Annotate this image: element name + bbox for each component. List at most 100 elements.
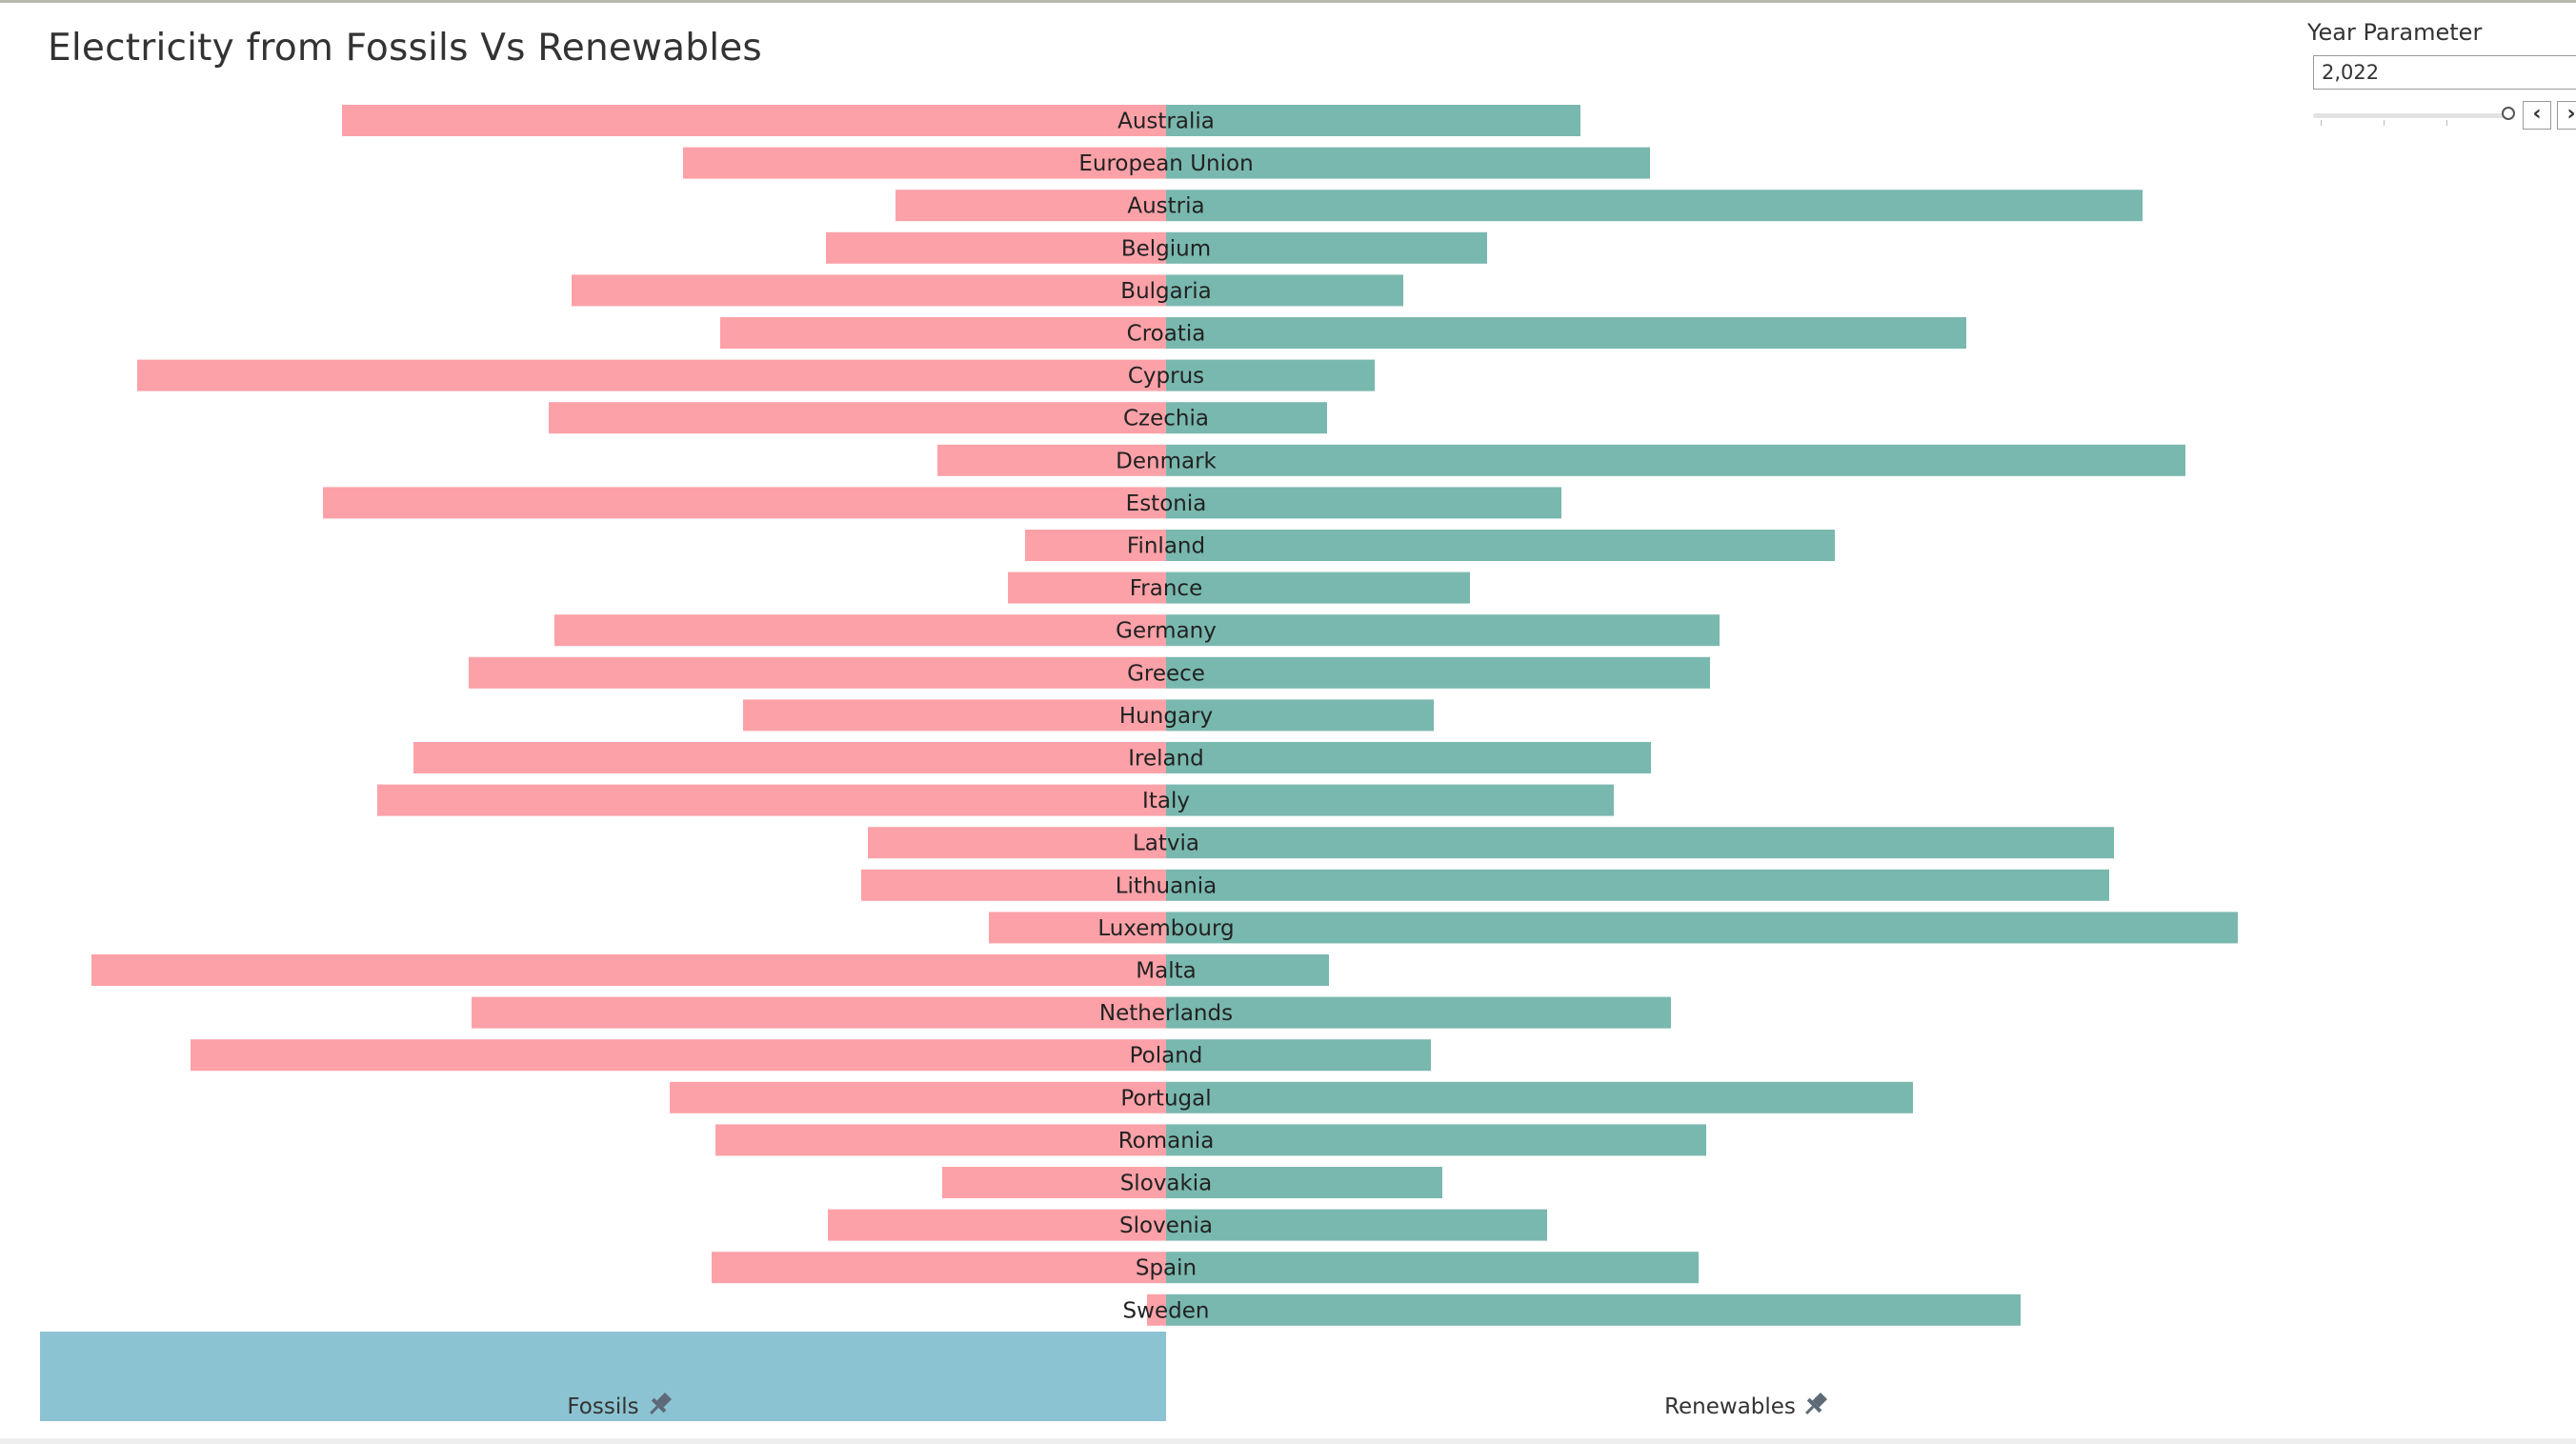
renewables-bar[interactable] bbox=[1166, 1209, 1547, 1241]
renewables-bar[interactable] bbox=[1166, 1124, 1706, 1156]
pin-icon[interactable] bbox=[1801, 1390, 1830, 1419]
fossils-axis-label[interactable]: Fossils bbox=[567, 1394, 638, 1419]
fossils-bar[interactable] bbox=[554, 614, 1166, 647]
category-label: Finland bbox=[1127, 534, 1205, 559]
fossils-bar[interactable] bbox=[377, 784, 1166, 816]
renewables-bar[interactable] bbox=[1166, 190, 2143, 222]
renewables-bar[interactable] bbox=[1166, 1039, 1431, 1072]
fossils-bar[interactable] bbox=[191, 1039, 1166, 1072]
slider-tick bbox=[2321, 120, 2322, 126]
renewables-bar[interactable] bbox=[1166, 996, 1671, 1029]
svg-text:Renewables: Renewables bbox=[1664, 1394, 1796, 1419]
category-label: Italy bbox=[1142, 789, 1190, 813]
renewables-bar[interactable] bbox=[1166, 231, 1487, 264]
category-label: Croatia bbox=[1127, 322, 1206, 347]
fossils-bar[interactable] bbox=[472, 996, 1166, 1029]
fossils-header-band[interactable] bbox=[40, 1332, 1166, 1421]
category-label: Netherlands bbox=[1099, 1001, 1233, 1026]
chevron-left-icon[interactable]: ‹ bbox=[2523, 101, 2551, 130]
category-label: Luxembourg bbox=[1097, 916, 1234, 941]
renewables-bar[interactable] bbox=[1166, 912, 2238, 944]
chevron-right-icon[interactable]: › bbox=[2557, 101, 2576, 130]
renewables-bar[interactable] bbox=[1166, 954, 1329, 986]
fossils-bar[interactable] bbox=[323, 487, 1166, 519]
renewables-axis-label[interactable]: Renewables bbox=[1664, 1394, 1796, 1419]
renewables-bar[interactable] bbox=[1166, 1081, 1913, 1113]
fossils-bar[interactable] bbox=[91, 954, 1166, 986]
year-parameter-input[interactable]: 2,022 bbox=[2313, 55, 2576, 90]
fossils-bar[interactable] bbox=[720, 317, 1166, 349]
fossils-bar[interactable] bbox=[861, 869, 1166, 901]
fossils-bar[interactable] bbox=[896, 190, 1166, 222]
fossils-bar[interactable] bbox=[469, 656, 1166, 689]
year-slider-thumb[interactable] bbox=[2502, 107, 2515, 120]
fossils-bar[interactable] bbox=[826, 231, 1166, 264]
renewables-bar[interactable] bbox=[1166, 614, 1720, 647]
renewables-bar[interactable] bbox=[1166, 656, 1710, 689]
renewables-bar[interactable] bbox=[1166, 699, 1434, 732]
fossils-bar[interactable] bbox=[683, 147, 1166, 179]
fossils-bar[interactable] bbox=[1008, 572, 1166, 604]
renewables-bar[interactable] bbox=[1166, 105, 1580, 136]
fossils-bar[interactable] bbox=[868, 827, 1166, 859]
category-label: Poland bbox=[1130, 1044, 1203, 1069]
renewables-bar[interactable] bbox=[1166, 1294, 2021, 1326]
year-parameter-control: Year Parameter 2,022 ‹ › bbox=[2307, 19, 2576, 133]
category-label: Portugal bbox=[1120, 1086, 1211, 1111]
renewables-bar[interactable] bbox=[1166, 317, 1966, 349]
fossils-bar[interactable] bbox=[413, 742, 1166, 773]
top-border bbox=[0, 0, 2576, 3]
fossils-bar[interactable] bbox=[989, 912, 1166, 944]
year-slider-track[interactable] bbox=[2313, 113, 2513, 118]
renewables-bar[interactable] bbox=[1166, 444, 2185, 476]
svg-text:Fossils: Fossils bbox=[567, 1394, 638, 1419]
fossils-bar[interactable] bbox=[1147, 1294, 1166, 1326]
page-title: Electricity from Fossils Vs Renewables bbox=[48, 27, 762, 70]
fossils-bar[interactable] bbox=[828, 1209, 1166, 1241]
renewables-bar[interactable] bbox=[1166, 572, 1470, 604]
fossils-bar[interactable] bbox=[549, 402, 1166, 434]
renewables-bar[interactable] bbox=[1166, 402, 1327, 434]
renewables-bar[interactable] bbox=[1166, 869, 2109, 901]
category-label: Greece bbox=[1127, 661, 1205, 686]
category-label: Spain bbox=[1136, 1256, 1197, 1281]
fossils-bar[interactable] bbox=[137, 359, 1166, 391]
renewables-bar[interactable] bbox=[1166, 1167, 1442, 1198]
renewables-bar[interactable] bbox=[1166, 742, 1651, 773]
fossils-bar[interactable] bbox=[942, 1167, 1166, 1198]
category-label: Latvia bbox=[1133, 832, 1199, 856]
fossils-bar[interactable] bbox=[342, 105, 1166, 136]
category-label: Germany bbox=[1116, 619, 1217, 644]
renewables-bar[interactable] bbox=[1166, 359, 1375, 391]
category-label: Czechia bbox=[1123, 407, 1209, 431]
fossils-bar[interactable] bbox=[670, 1081, 1166, 1113]
category-label: Malta bbox=[1136, 959, 1196, 984]
category-label: Austria bbox=[1127, 194, 1204, 219]
fossils-bar[interactable] bbox=[743, 699, 1166, 732]
renewables-bar[interactable] bbox=[1166, 274, 1403, 307]
category-label: Hungary bbox=[1119, 704, 1213, 729]
fossils-bar[interactable] bbox=[712, 1252, 1166, 1284]
category-label: Belgium bbox=[1121, 236, 1211, 261]
fossils-bar[interactable] bbox=[1025, 530, 1166, 561]
fossils-bar[interactable] bbox=[572, 274, 1166, 307]
renewables-bar[interactable] bbox=[1166, 784, 1614, 816]
fossils-bar[interactable] bbox=[937, 444, 1166, 476]
fossils-bar[interactable] bbox=[715, 1124, 1166, 1156]
pin-icon[interactable] bbox=[645, 1390, 674, 1419]
category-label: France bbox=[1130, 576, 1202, 601]
category-label: Ireland bbox=[1128, 747, 1204, 772]
category-label: European Union bbox=[1078, 151, 1253, 176]
bottom-border bbox=[0, 1438, 2576, 1444]
renewables-bar[interactable] bbox=[1166, 530, 1835, 561]
renewables-bar[interactable] bbox=[1166, 1252, 1699, 1284]
renewables-bar[interactable] bbox=[1166, 147, 1650, 179]
category-label: Denmark bbox=[1116, 449, 1217, 473]
renewables-bar[interactable] bbox=[1166, 827, 2114, 859]
category-label: Slovakia bbox=[1120, 1172, 1213, 1196]
renewables-bar[interactable] bbox=[1166, 487, 1561, 519]
category-label: Australia bbox=[1117, 110, 1215, 134]
category-label: Lithuania bbox=[1116, 873, 1218, 898]
category-label: Romania bbox=[1118, 1129, 1215, 1153]
